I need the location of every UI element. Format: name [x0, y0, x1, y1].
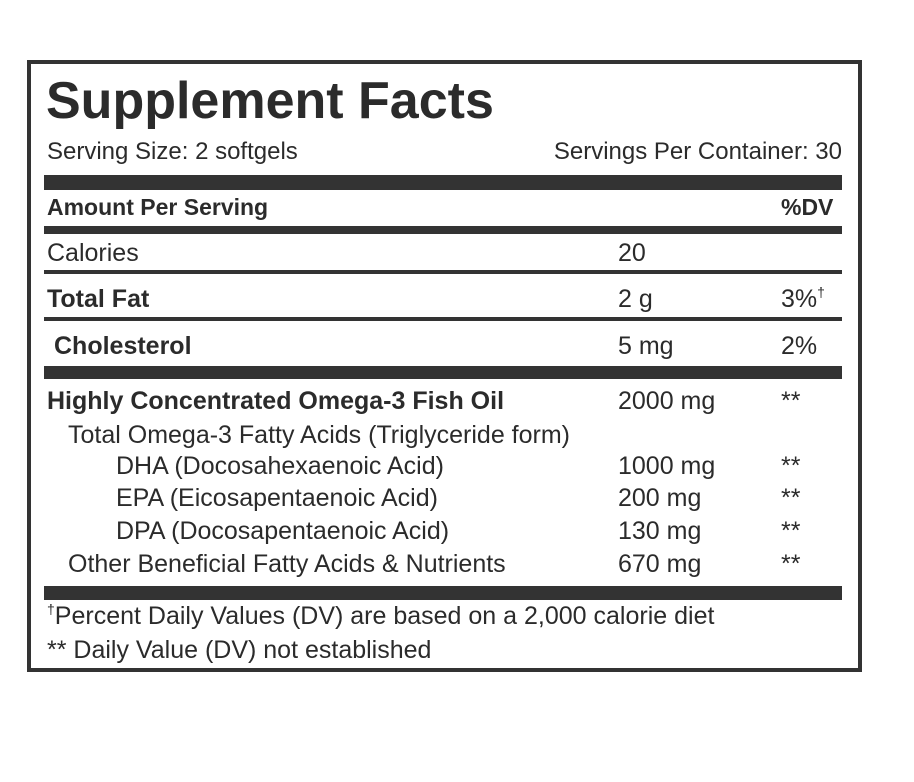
- footnote: ** Daily Value (DV) not established: [47, 636, 432, 664]
- amount: 1000 mg: [618, 452, 716, 480]
- footnote: †Percent Daily Values (DV) are based on …: [47, 601, 715, 630]
- nutrient-name: Other Beneficial Fatty Acids & Nutrients: [68, 550, 506, 578]
- daily-value: 3%†: [781, 284, 825, 313]
- nutrient-name: Cholesterol: [54, 332, 192, 360]
- daily-value: **: [781, 452, 801, 480]
- nutrient-name: DHA (Docosahexaenoic Acid): [116, 452, 444, 480]
- dv-mark: †: [817, 284, 825, 300]
- daily-value: **: [781, 484, 801, 512]
- daily-value: 2%: [781, 332, 818, 360]
- amount: 2 g: [618, 285, 653, 313]
- nutrient-name: Calories: [47, 239, 139, 267]
- title: Supplement Facts: [46, 72, 494, 130]
- amount: 670 mg: [618, 550, 702, 578]
- label-border: [27, 60, 862, 672]
- nutrient-name: Total Omega-3 Fatty Acids (Triglyceride …: [68, 421, 570, 449]
- serving-size: Serving Size: 2 softgels: [47, 138, 298, 165]
- daily-value: **: [781, 550, 801, 578]
- nutrient-name: Total Fat: [47, 285, 150, 313]
- footnote-mark: †: [47, 601, 55, 617]
- footnote-text: Percent Daily Values (DV) are based on a…: [54, 602, 715, 630]
- nutrient-name: DPA (Docosapentaenoic Acid): [116, 517, 450, 545]
- daily-value: **: [781, 517, 801, 545]
- nutrient-name: Highly Concentrated Omega-3 Fish Oil: [47, 387, 505, 415]
- amount: 200 mg: [618, 484, 702, 512]
- servings-per-container: Servings Per Container: 30: [553, 138, 842, 165]
- divider: [44, 270, 842, 274]
- amount: 20: [618, 239, 646, 267]
- nutrient-name: EPA (Eicosapentaenoic Acid): [116, 484, 438, 512]
- header-amount: Amount Per Serving: [47, 194, 269, 220]
- divider: [44, 586, 842, 600]
- amount: 5 mg: [618, 332, 674, 360]
- divider: [44, 226, 842, 234]
- daily-value: **: [781, 387, 801, 415]
- header-dv: %DV: [781, 194, 834, 220]
- amount: 130 mg: [618, 517, 702, 545]
- divider: [44, 317, 842, 321]
- divider: [44, 366, 842, 379]
- amount: 2000 mg: [618, 387, 716, 415]
- divider: [44, 175, 842, 190]
